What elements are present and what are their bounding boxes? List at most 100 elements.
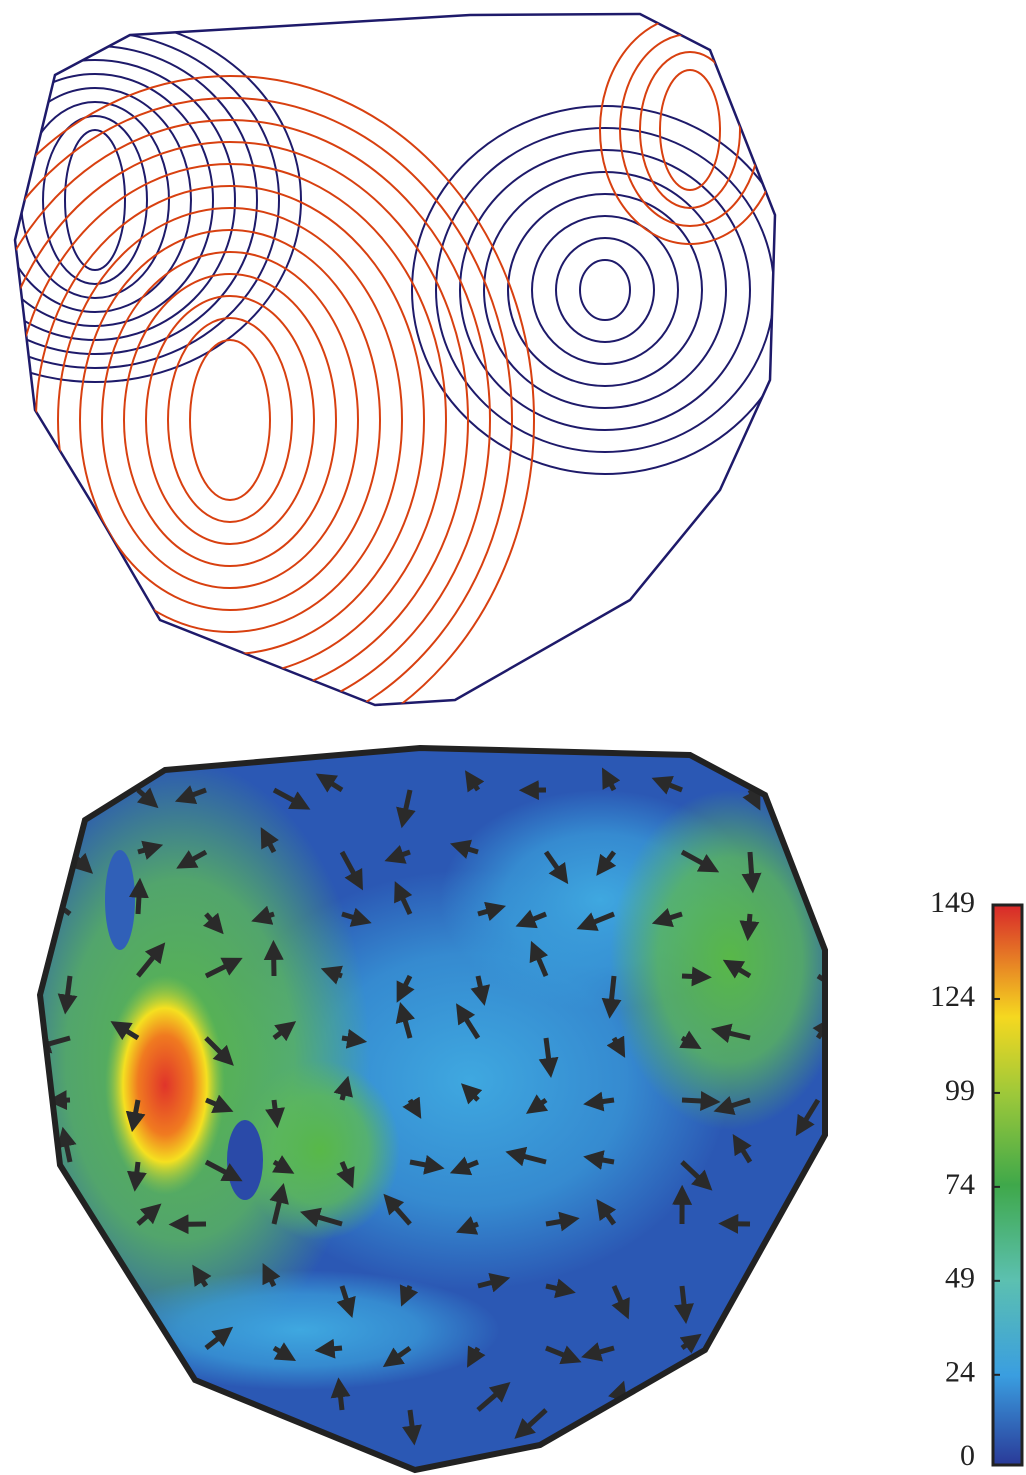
flow-arrow	[601, 975, 622, 1019]
flow-arrow	[722, 959, 752, 979]
colorbar-tick-label: 24	[945, 1356, 975, 1389]
flow-arrow	[136, 1203, 162, 1226]
flow-arrow	[251, 905, 275, 925]
flow-arrow	[583, 1091, 615, 1112]
flow-arrow	[126, 1161, 147, 1192]
flow-arrow	[299, 1207, 343, 1227]
contour-line	[15, 45, 258, 355]
flow-arrow	[791, 843, 819, 864]
contour-line	[531, 215, 679, 365]
flow-arrow	[178, 1398, 207, 1418]
flow-arrow	[272, 787, 311, 810]
flow-arrow	[174, 785, 207, 804]
flow-arrow	[611, 1284, 630, 1320]
contour-line	[101, 251, 359, 589]
flow-arrow	[545, 1278, 576, 1299]
flow-arrow	[272, 1155, 295, 1174]
heat-region	[240, 1060, 400, 1240]
flow-arrow	[95, 1281, 139, 1301]
flow-arrow	[456, 1003, 481, 1040]
flow-arrow	[739, 913, 760, 942]
flow-arrow	[333, 1075, 353, 1101]
flow-arrow	[128, 877, 149, 915]
flow-arrow	[679, 1333, 702, 1354]
heat-region	[610, 790, 825, 1130]
flow-arrow	[681, 966, 712, 987]
flow-arrow	[514, 1408, 548, 1439]
heat-hotspot	[105, 975, 225, 1195]
flow-arrow	[272, 1021, 297, 1042]
flow-arrow	[505, 1146, 547, 1167]
flow-arrow	[816, 1144, 825, 1165]
flow-arrow	[265, 1099, 285, 1129]
flow-arrow	[732, 1133, 753, 1164]
flow-arrow	[576, 911, 615, 931]
flow-arrow	[336, 1161, 355, 1189]
flow-arrow	[674, 1285, 694, 1325]
flow-arrow	[680, 1404, 705, 1424]
flow-arrow	[396, 789, 416, 829]
flow-arrow	[68, 1408, 97, 1438]
contour-line	[167, 317, 293, 523]
flow-arrow	[125, 1099, 146, 1133]
flow-arrow	[320, 965, 343, 985]
flow-arrow	[384, 844, 411, 864]
contour-line	[15, 73, 214, 327]
flow-arrow	[409, 1154, 445, 1175]
flow-arrow	[476, 1382, 511, 1412]
flow-arrow	[203, 912, 224, 935]
heat-map	[36, 744, 828, 1474]
flow-arrow	[40, 1220, 71, 1240]
flow-arrow	[651, 775, 683, 795]
flow-arrow	[131, 1391, 152, 1414]
contour-line	[15, 163, 447, 677]
contour-line	[459, 149, 751, 431]
flow-arrow	[680, 1160, 713, 1191]
flow-arrow	[596, 1198, 617, 1226]
contour-line	[123, 273, 337, 567]
flow-arrow	[651, 908, 683, 928]
flow-arrow	[56, 1126, 77, 1163]
flow-arrow	[204, 957, 243, 979]
flow-arrow	[330, 1377, 351, 1411]
heat-boundary	[36, 744, 828, 1474]
flow-arrow	[781, 1387, 820, 1413]
flow-arrow	[679, 1030, 702, 1050]
colorbar-tick-label: 74	[945, 1168, 975, 1201]
contour-boundary	[13, 12, 777, 707]
flow-arrow	[450, 839, 479, 859]
contour-line	[639, 51, 741, 209]
flow-arrow	[136, 942, 166, 978]
flow-arrow	[681, 1091, 721, 1111]
flow-arrow	[800, 1342, 823, 1363]
flow-arrow	[314, 1338, 343, 1359]
contour-line	[507, 193, 703, 387]
flow-arrow	[402, 1409, 422, 1446]
flow-arrow	[137, 840, 164, 860]
flow-arrow	[40, 780, 71, 801]
flow-arrow	[336, 1285, 356, 1318]
flow-arrow	[399, 1284, 419, 1307]
flow-arrow	[795, 1098, 821, 1137]
flow-arrow	[455, 1216, 479, 1235]
flow-arrow	[807, 889, 825, 915]
flow-arrow	[57, 975, 78, 1015]
flow-arrow	[272, 1342, 297, 1362]
colorbar-tick-label: 124	[930, 980, 975, 1013]
colorbar-tick-label: 149	[930, 886, 975, 919]
flow-arrow	[204, 1326, 234, 1350]
contour-line	[435, 127, 775, 453]
contour-line	[483, 171, 727, 409]
contour-line	[42, 115, 148, 285]
contour-line	[57, 207, 403, 633]
colorbar-tick-label: 99	[945, 1074, 975, 1107]
contour-line	[411, 105, 775, 475]
contour-line	[64, 129, 126, 271]
contour-line	[579, 259, 631, 321]
flow-arrow	[742, 788, 761, 811]
flow-arrow	[817, 775, 825, 793]
flow-arrow	[204, 1159, 243, 1182]
colorbar-tick-label: 49	[945, 1262, 975, 1295]
flow-arrow	[192, 1264, 212, 1288]
flow-arrow	[543, 850, 569, 885]
